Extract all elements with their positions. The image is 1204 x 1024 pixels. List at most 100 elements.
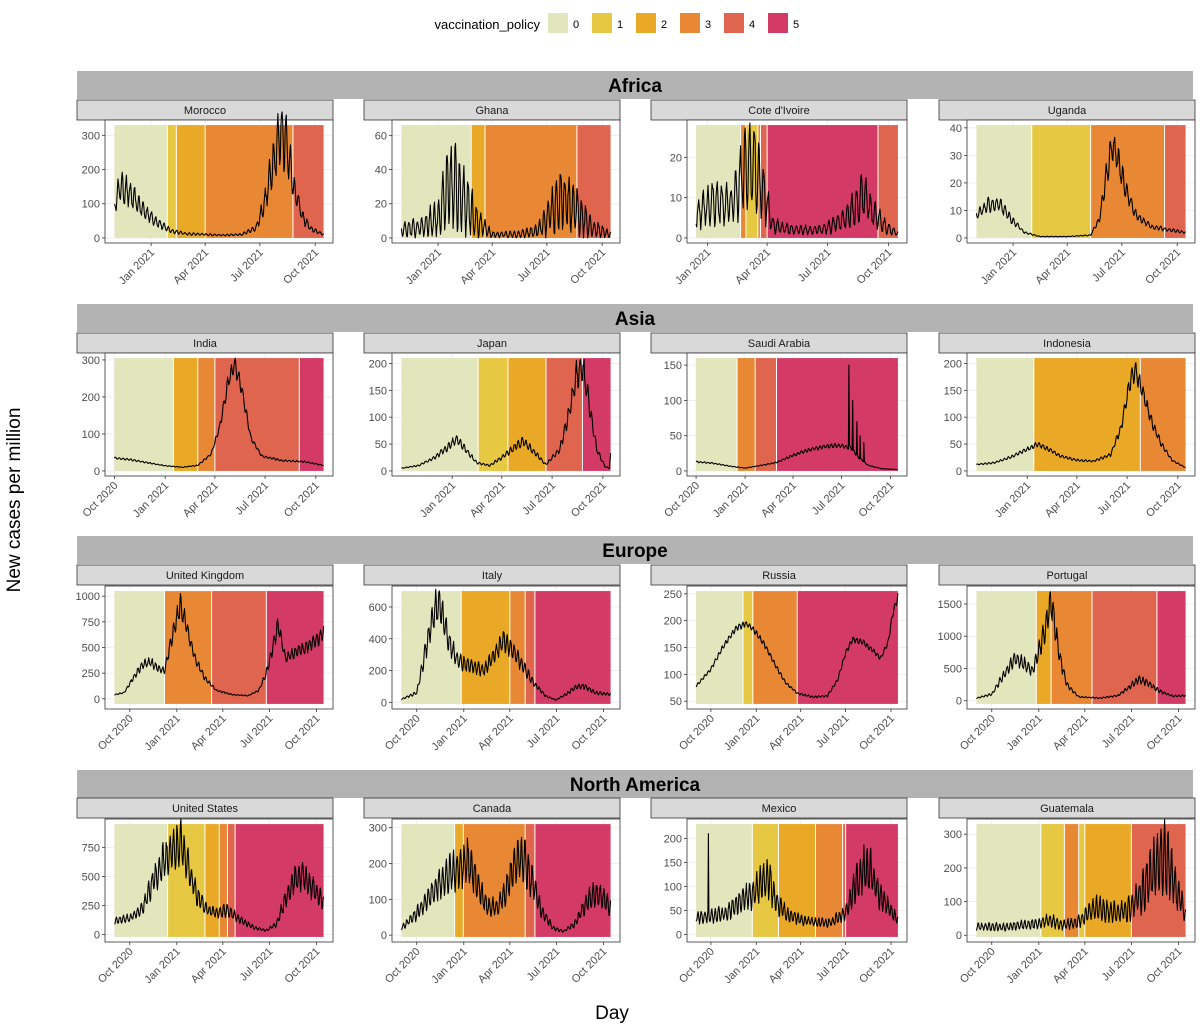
y-tick-label: 200 [369,666,387,678]
panel-border [391,818,621,943]
x-tick-label: Apr 2021 [1051,946,1091,986]
cases-line [114,818,325,932]
policy-period-1-level-2 [1033,358,1141,471]
legend-label-1: 1 [617,19,623,31]
policy-period-4-level-4 [292,125,324,238]
panel-border [686,818,908,943]
legend-label-5: 5 [793,19,799,31]
y-tick-label: 0 [381,697,387,709]
x-tick-label: Jul 2021 [1090,247,1128,285]
policy-period-2-level-3 [197,358,215,471]
y-tick-label: 50 [670,696,682,708]
panel-morocco: Morocco 0 100 200 300 Jan 2021 Apr 2021 Jul 202… [76,99,334,287]
policy-period-0-level-0 [696,591,743,704]
country-strip [76,797,334,819]
policy-period-1-level-1 [742,591,753,704]
policy-period-2-level-3 [1090,125,1165,238]
legend-key-2 [636,13,656,33]
country-label: Morocco [184,105,226,117]
x-axis-title: Day [595,1003,629,1024]
x-tick-label: Jan 2021 [429,713,469,753]
y-tick-label: 0 [94,466,100,478]
x-tick-label: Jul 2021 [814,946,852,984]
x-tick-label: Oct 2020 [80,480,120,520]
policy-period-2-level-3 [1140,358,1186,471]
country-label: Portugal [1047,570,1088,582]
panel-cote-d-ivoire: Cote d'Ivoire 0 10 20 Jan 2021 Apr 2021 Jul 20… [650,99,908,287]
policy-period-0-level-0 [976,824,1041,937]
cases-line [976,362,1186,469]
y-tick-label: 150 [664,360,682,372]
policy-period-0-level-0 [976,591,1037,704]
x-tick-label: Jan 2021 [1004,713,1044,753]
x-tick-label: Apr 2021 [189,713,229,753]
y-tick-label: 300 [944,829,962,841]
policy-period-0-level-0 [976,358,1034,471]
cases-line [976,591,1187,700]
legend-label-0: 0 [573,19,579,31]
x-tick-label: Jan 2021 [722,946,762,986]
policy-period-3-level-5 [776,358,898,471]
y-tick-label: 0 [956,696,962,708]
x-tick-label: Jan 2021 [142,713,182,753]
x-tick-label: Jan 2021 [429,946,469,986]
x-tick-label: Jul 2021 [1100,946,1138,984]
y-tick-label: 100 [664,395,682,407]
country-label: India [193,338,218,350]
country-strip [650,797,908,819]
panel-saudi-arabia: Saudi Arabia 0 50 100 150 Oct 2020 Jan 2021 Apr… [650,332,908,520]
x-tick-label: Oct 2021 [568,247,608,287]
country-label: Japan [477,338,507,350]
panel-united-states: United States 0 250 500 750 Oct 2020 Jan 2021 A… [76,797,334,986]
y-tick-label: 50 [670,906,682,918]
y-tick-label: 250 [82,901,100,913]
policy-period-2-level-4 [211,591,267,704]
x-tick-label: Apr 2021 [181,480,221,520]
y-tick-label: 30 [950,150,962,162]
x-tick-label: Oct 2021 [282,713,322,753]
panel-border [104,352,334,477]
country-label: Saudi Arabia [748,338,811,350]
x-tick-label: Apr 2021 [1051,713,1091,753]
x-tick-label: Jan 2021 [117,247,157,287]
x-tick-label: Oct 2021 [569,946,609,986]
policy-period-4-level-2 [1084,824,1132,937]
country-label: United Kingdom [166,570,244,582]
policy-period-0-level-0 [696,125,741,238]
x-tick-label: Jan 2021 [418,480,458,520]
x-tick-label: Oct 2021 [282,946,322,986]
x-tick-label: Oct 2020 [96,713,136,753]
legend-label-4: 4 [749,19,755,31]
y-tick-label: 0 [94,233,100,245]
policy-period-3-level-3 [219,824,228,937]
policy-period-3-level-3 [815,824,843,937]
y-tick-label: 20 [950,178,962,190]
policy-period-2-level-3 [509,591,526,704]
y-tick-label: 100 [664,882,682,894]
x-tick-label: Jan 2021 [993,480,1033,520]
x-tick-label: Oct 2020 [383,946,423,986]
continent-label: Europe [602,541,667,562]
panel-russia: Russia 50 100 150 200 250 Oct 2020 Jan 2021 Apr … [650,564,908,753]
country-label: Guatemala [1040,803,1095,815]
policy-period-1-level-1 [478,358,508,471]
y-tick-label: 0 [956,233,962,245]
x-tick-label: Jul 2021 [233,480,271,518]
policy-period-3-level-5 [266,591,324,704]
panel-border [966,818,1196,943]
policy-period-3-level-1 [1078,824,1085,937]
y-tick-label: 200 [82,165,100,177]
panel-guatemala: Guatemala 0 100 200 300 Oct 2020 Jan 2021 Apr 2… [938,797,1196,986]
policy-period-2-level-2 [507,358,547,471]
x-tick-label: Oct 2021 [1144,946,1184,986]
panel-portugal: Portugal 0 500 1000 1500 Oct 2020 Jan 2021 Apr … [938,564,1196,753]
x-tick-label: Apr 2021 [458,247,498,287]
x-tick-label: Oct 2021 [855,247,895,287]
legend-label-2: 2 [661,19,667,31]
policy-period-0-level-0 [401,591,462,704]
cases-line [113,357,324,468]
cases-line [695,122,899,236]
